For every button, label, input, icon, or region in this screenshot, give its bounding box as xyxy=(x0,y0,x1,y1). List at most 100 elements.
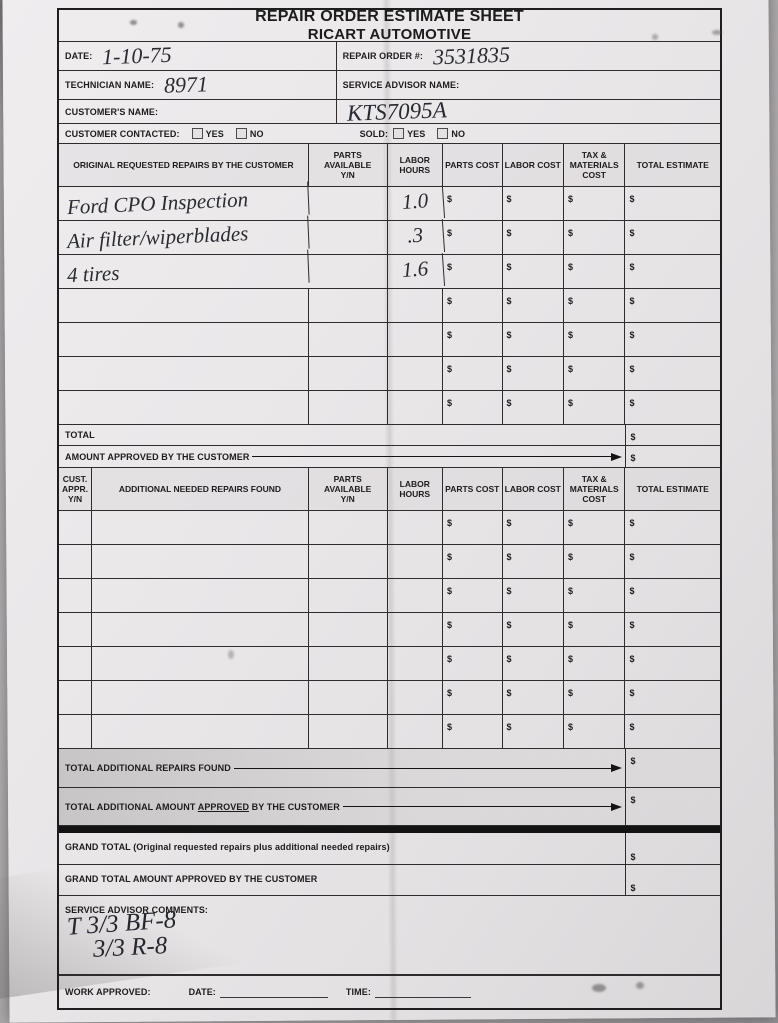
service-advisor-label: SERVICE ADVISOR NAME: xyxy=(342,80,460,90)
labor-cost-cell: $ xyxy=(503,255,564,288)
parts-cost-cell: $ xyxy=(443,289,503,322)
work-approved-date-label: DATE: xyxy=(188,987,216,997)
dollar-sign: $ xyxy=(506,398,512,408)
service-advisor-comments-label: SERVICE ADVISOR COMMENTS: xyxy=(65,905,209,915)
labor-hours-cell xyxy=(388,647,444,680)
repair-order-label: REPAIR ORDER #: xyxy=(342,51,423,61)
dollar-sign: $ xyxy=(447,228,453,238)
cust-appr-cell xyxy=(59,715,93,748)
labor-hours-cell xyxy=(388,323,444,356)
parts-cost-cell: $ xyxy=(443,255,503,288)
total-additional-repairs-row: TOTAL ADDITIONAL REPAIRS FOUND $ xyxy=(59,749,720,788)
total-estimate-cell: $ xyxy=(625,289,720,322)
labor-hours-cell xyxy=(388,545,444,578)
date-field: DATE: 1-10-75 xyxy=(59,42,337,70)
dollar-sign: $ xyxy=(447,194,453,204)
labor-hours-cell xyxy=(388,613,444,646)
dollar-sign: $ xyxy=(447,296,453,306)
parts-available-cell xyxy=(309,323,388,356)
dollar-sign: $ xyxy=(506,228,512,238)
work-approved-time-label: TIME: xyxy=(345,987,371,997)
labor-cost-cell: $ xyxy=(503,647,564,680)
comment-handwriting-line2: 3/3 R-8 xyxy=(92,932,168,963)
parts-available-cell xyxy=(309,391,388,424)
labor-cost-cell: $ xyxy=(503,545,564,578)
form-title-block: REPAIR ORDER ESTIMATE SHEET RICART AUTOM… xyxy=(59,8,720,43)
work-approved-label: WORK APPROVED: xyxy=(65,987,151,997)
tax-materials-cost-cell: $ xyxy=(564,289,626,322)
table2-header-labor-hours: LABOR HOURS xyxy=(387,468,444,510)
customer-name-value-cell: KTS7095A xyxy=(337,96,720,126)
arrow xyxy=(233,764,623,772)
dollar-sign: $ xyxy=(629,620,635,630)
additional-repair-description-cell xyxy=(92,545,309,578)
labor-hours-cell xyxy=(388,289,444,322)
technician-advisor-row: TECHNICIAN NAME: 8971 SERVICE ADVISOR NA… xyxy=(59,71,720,100)
customer-name-value: KTS7095A xyxy=(346,96,447,126)
parts-available-cell xyxy=(309,221,388,254)
additional-repair-description-cell xyxy=(92,715,309,748)
table1-header-labor-hours: LABOR HOURS xyxy=(387,144,444,186)
total-estimate-cell: $ xyxy=(625,613,720,646)
grand-total-amount-cell: $ xyxy=(625,833,720,864)
total-estimate-cell: $ xyxy=(625,221,720,254)
dollar-sign: $ xyxy=(629,296,635,306)
dollar-sign: $ xyxy=(629,586,635,596)
date-label: DATE: xyxy=(65,51,93,61)
tax-materials-cost-cell: $ xyxy=(564,715,626,748)
work-approved-row: WORK APPROVED: DATE: TIME: xyxy=(59,975,720,1008)
total-additional-approved-label-cell: TOTAL ADDITIONAL AMOUNT APPROVED BY THE … xyxy=(59,788,625,825)
repair-description-cell xyxy=(59,323,309,356)
dollar-sign: $ xyxy=(629,518,635,528)
parts-available-cell xyxy=(309,187,388,220)
table1-row: $ $ $ $ xyxy=(59,323,720,357)
sold-label: SOLD: xyxy=(359,128,389,139)
table1-header-parts-cost: PARTS COST xyxy=(443,144,503,186)
total-additional-repairs-label: TOTAL ADDITIONAL REPAIRS FOUND xyxy=(65,763,231,773)
dollar-sign: $ xyxy=(567,586,573,596)
parts-cost-cell: $ xyxy=(443,357,503,390)
dollar-sign: $ xyxy=(447,620,453,630)
additional-repair-description-cell xyxy=(92,613,309,646)
tax-materials-cost-cell: $ xyxy=(564,323,626,356)
labor-cost-cell: $ xyxy=(503,391,564,424)
tax-materials-cost-cell: $ xyxy=(564,613,626,646)
parts-available-cell xyxy=(309,511,388,544)
dollar-sign: $ xyxy=(506,364,512,374)
total-additional-approved-amount-cell: $ xyxy=(625,788,720,825)
labor-cost-cell: $ xyxy=(503,357,564,390)
sold-no-label: NO xyxy=(451,128,466,139)
dollar-sign: $ xyxy=(447,330,453,340)
stain-mark xyxy=(636,982,644,989)
total-estimate-cell: $ xyxy=(625,579,720,612)
dollar-sign: $ xyxy=(447,398,453,408)
parts-cost-cell: $ xyxy=(443,187,503,220)
total-additional-approved-label: TOTAL ADDITIONAL AMOUNT APPROVED BY THE … xyxy=(65,801,340,812)
parts-available-cell xyxy=(309,289,388,322)
additional-repair-description-cell xyxy=(92,511,309,544)
labor-hours-cell xyxy=(388,715,444,748)
table1-header-total-estimate: TOTAL ESTIMATE xyxy=(625,144,720,186)
total-amount-cell: $ xyxy=(625,425,720,445)
repair-description-cell xyxy=(59,289,309,322)
dollar-sign: $ xyxy=(630,883,636,893)
dollar-sign: $ xyxy=(506,620,512,630)
time-fill-line xyxy=(374,986,471,998)
arrow xyxy=(252,452,623,461)
dollar-sign: $ xyxy=(629,688,635,698)
labor-cost-cell: $ xyxy=(503,511,564,544)
table1-row: Air filter/wiperblades .3 $ $ $ $ xyxy=(58,215,720,260)
dollar-sign: $ xyxy=(506,654,512,664)
labor-cost-cell: $ xyxy=(503,681,564,714)
cust-appr-cell xyxy=(59,613,93,646)
tax-materials-cost-cell: $ xyxy=(564,357,626,390)
arrow xyxy=(342,802,623,811)
customer-name-row: CUSTOMER'S NAME: KTS7095A xyxy=(59,96,720,126)
form-title: REPAIR ORDER ESTIMATE SHEET xyxy=(255,8,524,25)
total-estimate-cell: $ xyxy=(625,511,720,544)
dollar-sign: $ xyxy=(629,552,635,562)
total-estimate-cell: $ xyxy=(625,647,720,680)
sold-yes-checkbox xyxy=(393,128,405,139)
cust-appr-cell xyxy=(59,579,93,612)
tax-materials-cost-cell: $ xyxy=(564,187,626,220)
